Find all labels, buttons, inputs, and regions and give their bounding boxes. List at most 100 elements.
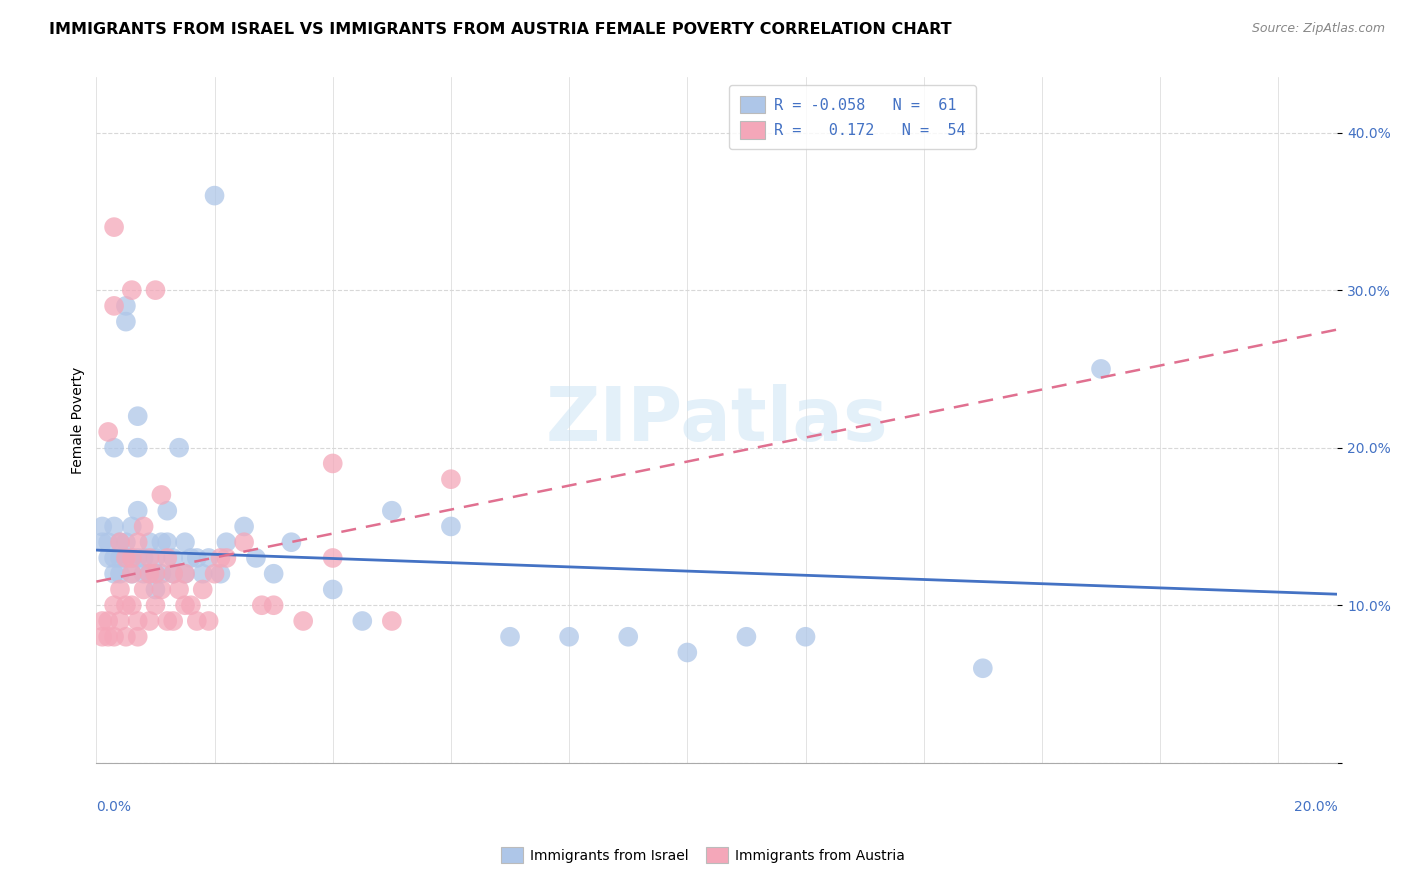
Point — [322, 582, 344, 597]
Point — [145, 599, 167, 613]
Point — [108, 535, 131, 549]
Text: IMMIGRANTS FROM ISRAEL VS IMMIGRANTS FROM AUSTRIA FEMALE POVERTY CORRELATION CHA: IMMIGRANTS FROM ISRAEL VS IMMIGRANTS FRO… — [49, 22, 952, 37]
Point — [115, 599, 138, 613]
Point — [381, 504, 404, 518]
Point — [150, 566, 173, 581]
Point — [103, 599, 125, 613]
Point — [676, 646, 699, 660]
Legend: Immigrants from Israel, Immigrants from Austria: Immigrants from Israel, Immigrants from … — [496, 842, 910, 869]
Point — [156, 614, 179, 628]
Point — [440, 519, 463, 533]
Point — [127, 409, 149, 424]
Point — [108, 614, 131, 628]
Point — [138, 551, 160, 566]
Point — [103, 551, 125, 566]
Point — [115, 551, 138, 566]
Point — [204, 566, 226, 581]
Point — [121, 551, 143, 566]
Point — [103, 630, 125, 644]
Point — [174, 599, 197, 613]
Point — [167, 582, 190, 597]
Point — [121, 599, 143, 613]
Point — [794, 630, 817, 644]
Point — [127, 504, 149, 518]
Point — [280, 535, 302, 549]
Point — [558, 630, 581, 644]
Point — [103, 299, 125, 313]
Point — [162, 566, 184, 581]
Point — [121, 566, 143, 581]
Point — [115, 535, 138, 549]
Point — [263, 599, 285, 613]
Y-axis label: Female Poverty: Female Poverty — [72, 367, 86, 474]
Point — [103, 519, 125, 533]
Point — [440, 472, 463, 486]
Point — [121, 566, 143, 581]
Point — [150, 535, 173, 549]
Point — [972, 661, 994, 675]
Point — [191, 582, 214, 597]
Point — [97, 551, 120, 566]
Point — [174, 535, 197, 549]
Point — [186, 614, 208, 628]
Point — [156, 504, 179, 518]
Point — [97, 630, 120, 644]
Point — [127, 614, 149, 628]
Point — [91, 630, 114, 644]
Point — [127, 551, 149, 566]
Point — [108, 566, 131, 581]
Point — [209, 551, 232, 566]
Point — [233, 535, 256, 549]
Point — [115, 299, 138, 313]
Point — [115, 551, 138, 566]
Text: 0.0%: 0.0% — [97, 800, 131, 814]
Point — [97, 425, 120, 439]
Point — [204, 188, 226, 202]
Point — [132, 519, 155, 533]
Point — [121, 519, 143, 533]
Point — [121, 283, 143, 297]
Point — [180, 599, 202, 613]
Point — [322, 551, 344, 566]
Point — [263, 566, 285, 581]
Point — [233, 519, 256, 533]
Point — [145, 566, 167, 581]
Point — [91, 535, 114, 549]
Point — [132, 566, 155, 581]
Point — [162, 566, 184, 581]
Point — [91, 614, 114, 628]
Legend: R = -0.058   N =  61, R =   0.172   N =  54: R = -0.058 N = 61, R = 0.172 N = 54 — [730, 85, 976, 149]
Point — [127, 441, 149, 455]
Point — [162, 551, 184, 566]
Point — [108, 582, 131, 597]
Point — [138, 566, 160, 581]
Point — [174, 566, 197, 581]
Point — [215, 551, 238, 566]
Point — [127, 535, 149, 549]
Point — [115, 315, 138, 329]
Point — [127, 630, 149, 644]
Point — [250, 599, 273, 613]
Point — [132, 582, 155, 597]
Point — [103, 441, 125, 455]
Point — [167, 441, 190, 455]
Point — [138, 535, 160, 549]
Point — [245, 551, 267, 566]
Point — [145, 283, 167, 297]
Point — [617, 630, 640, 644]
Point — [180, 551, 202, 566]
Point — [215, 535, 238, 549]
Point — [322, 457, 344, 471]
Text: Source: ZipAtlas.com: Source: ZipAtlas.com — [1251, 22, 1385, 36]
Point — [162, 614, 184, 628]
Point — [174, 566, 197, 581]
Point — [97, 535, 120, 549]
Point — [1090, 362, 1112, 376]
Point — [103, 566, 125, 581]
Point — [108, 535, 131, 549]
Point — [91, 519, 114, 533]
Point — [191, 566, 214, 581]
Text: ZIPatlas: ZIPatlas — [546, 384, 889, 457]
Point — [186, 551, 208, 566]
Point — [209, 566, 232, 581]
